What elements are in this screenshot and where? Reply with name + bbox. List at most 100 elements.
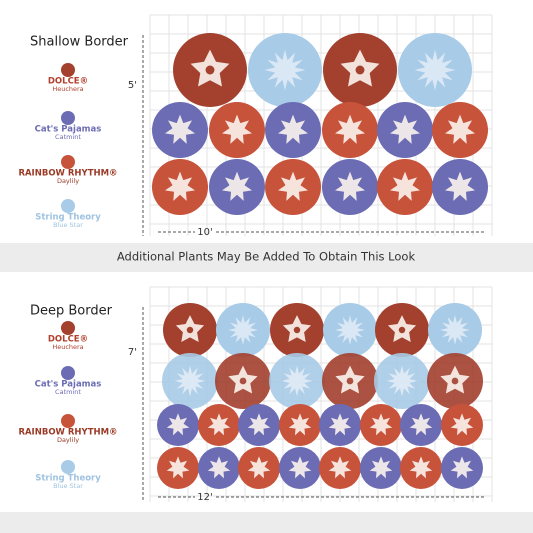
plant-motif <box>247 413 271 436</box>
plant-motif <box>414 49 456 91</box>
plant <box>323 303 377 357</box>
legend-sub: Blue Star <box>53 482 83 490</box>
plant <box>377 102 433 158</box>
plant-motif <box>369 413 393 436</box>
plant-motif <box>207 456 231 479</box>
plant-motif <box>386 365 418 397</box>
plant-motif <box>166 456 190 479</box>
plant <box>360 404 402 446</box>
plant <box>279 404 321 446</box>
plant <box>209 159 265 215</box>
plant-motif <box>409 456 433 479</box>
plant <box>198 404 240 446</box>
plant-motif <box>278 171 308 201</box>
legend-name: Cat's Pajamas <box>35 125 102 135</box>
legend-sub: Daylily <box>57 177 79 185</box>
plant <box>162 353 218 409</box>
plant-motif <box>450 413 474 436</box>
legend-icon <box>61 155 75 169</box>
plant <box>279 447 321 489</box>
plant <box>238 404 280 446</box>
plant-motif <box>450 456 474 479</box>
legend-icon <box>61 414 75 428</box>
plant <box>432 102 488 158</box>
legend-name: String Theory <box>35 474 101 484</box>
plant <box>269 353 325 409</box>
depth-label: 5' <box>128 80 137 91</box>
plant-motif <box>335 315 365 345</box>
plant-motif <box>165 114 195 144</box>
plant-motif <box>278 114 308 144</box>
plant-center <box>205 65 215 75</box>
plant <box>375 303 429 357</box>
legend-sub: Catmint <box>55 388 81 396</box>
plant-motif <box>328 413 352 436</box>
plant <box>319 447 361 489</box>
plant-center <box>398 326 406 334</box>
legend-name: DOLCE® <box>48 335 88 345</box>
plant-motif <box>445 114 475 144</box>
plant-motif <box>222 114 252 144</box>
plant <box>377 159 433 215</box>
plant <box>441 404 483 446</box>
depth-label: 7' <box>128 347 137 358</box>
plant-center <box>186 326 194 334</box>
plant-motif <box>247 456 271 479</box>
legend-icon <box>61 111 75 125</box>
plant <box>322 159 378 215</box>
plant <box>216 303 270 357</box>
plant-motif <box>264 49 306 91</box>
legend-sub: Heuchera <box>52 343 83 351</box>
plant <box>432 159 488 215</box>
plant <box>173 33 247 107</box>
plant <box>163 303 217 357</box>
plant <box>400 447 442 489</box>
plant <box>157 447 199 489</box>
legend-icon <box>61 63 75 77</box>
width-label: 10' <box>197 227 212 238</box>
legend-name: RAINBOW RHYTHM® <box>18 169 117 179</box>
plant-center <box>239 377 247 385</box>
plant-motif <box>335 171 365 201</box>
plant <box>398 33 472 107</box>
plant-motif <box>165 171 195 201</box>
panel-title: Deep Border <box>30 304 113 319</box>
plant-motif <box>390 114 420 144</box>
legend-icon <box>61 460 75 474</box>
plant-center <box>293 326 301 334</box>
plant <box>248 33 322 107</box>
plant <box>265 159 321 215</box>
plant <box>323 33 397 107</box>
plant-motif <box>328 456 352 479</box>
legend-name: RAINBOW RHYTHM® <box>18 428 117 438</box>
legend-sub: Blue Star <box>53 221 83 229</box>
legend-name: String Theory <box>35 213 101 223</box>
legend-name: DOLCE® <box>48 77 88 87</box>
plant <box>265 102 321 158</box>
legend-name: Cat's Pajamas <box>35 380 102 390</box>
plant <box>238 447 280 489</box>
plant <box>319 404 361 446</box>
plant-motif <box>228 315 258 345</box>
plant <box>157 404 199 446</box>
plant <box>322 102 378 158</box>
plant <box>360 447 402 489</box>
plant-motif <box>207 413 231 436</box>
plant <box>152 102 208 158</box>
plant-motif <box>335 114 365 144</box>
legend-icon <box>61 321 75 335</box>
plant <box>441 447 483 489</box>
plant-motif <box>281 365 313 397</box>
plant-motif <box>166 413 190 436</box>
plant <box>270 303 324 357</box>
plant <box>400 404 442 446</box>
plant-motif <box>390 171 420 201</box>
plant <box>152 159 208 215</box>
plant <box>427 353 483 409</box>
plant-center <box>355 65 365 75</box>
legend-sub: Catmint <box>55 133 81 141</box>
plant-motif <box>409 413 433 436</box>
plant <box>322 353 378 409</box>
legend-icon <box>61 366 75 380</box>
